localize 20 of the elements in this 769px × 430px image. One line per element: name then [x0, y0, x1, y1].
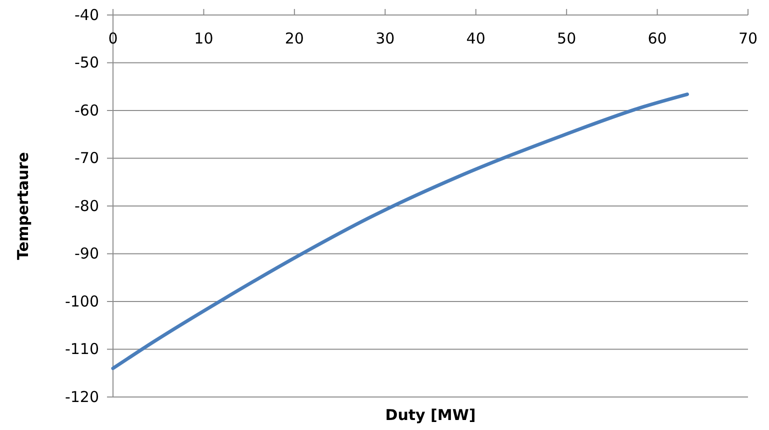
line-series [111, 92, 689, 370]
y-tick-label: -70 [74, 149, 99, 168]
y-tick-label: -120 [64, 388, 99, 406]
x-tick-label: 40 [466, 30, 486, 48]
y-tick-label: -80 [74, 196, 99, 215]
y-tick-label: -110 [64, 340, 99, 358]
y-tick-label: -90 [74, 244, 99, 263]
x-tick-label: 20 [284, 30, 304, 48]
x-tick-label: 10 [194, 30, 214, 48]
x-tick-label: 70 [738, 30, 758, 48]
y-tick-label: -40 [74, 6, 99, 24]
y-tick-label: -60 [74, 101, 99, 120]
x-tick-label: 0 [108, 30, 118, 48]
x-axis-title: Duty [MW] [385, 406, 476, 424]
y-tick-label: -50 [74, 54, 99, 72]
y-tick-label: -100 [64, 292, 99, 310]
x-tick-label: 50 [557, 30, 576, 48]
x-tick-label: 30 [376, 30, 395, 48]
x-tick-label: 60 [648, 30, 667, 48]
y-axis-title: Tempertaure [14, 152, 32, 260]
